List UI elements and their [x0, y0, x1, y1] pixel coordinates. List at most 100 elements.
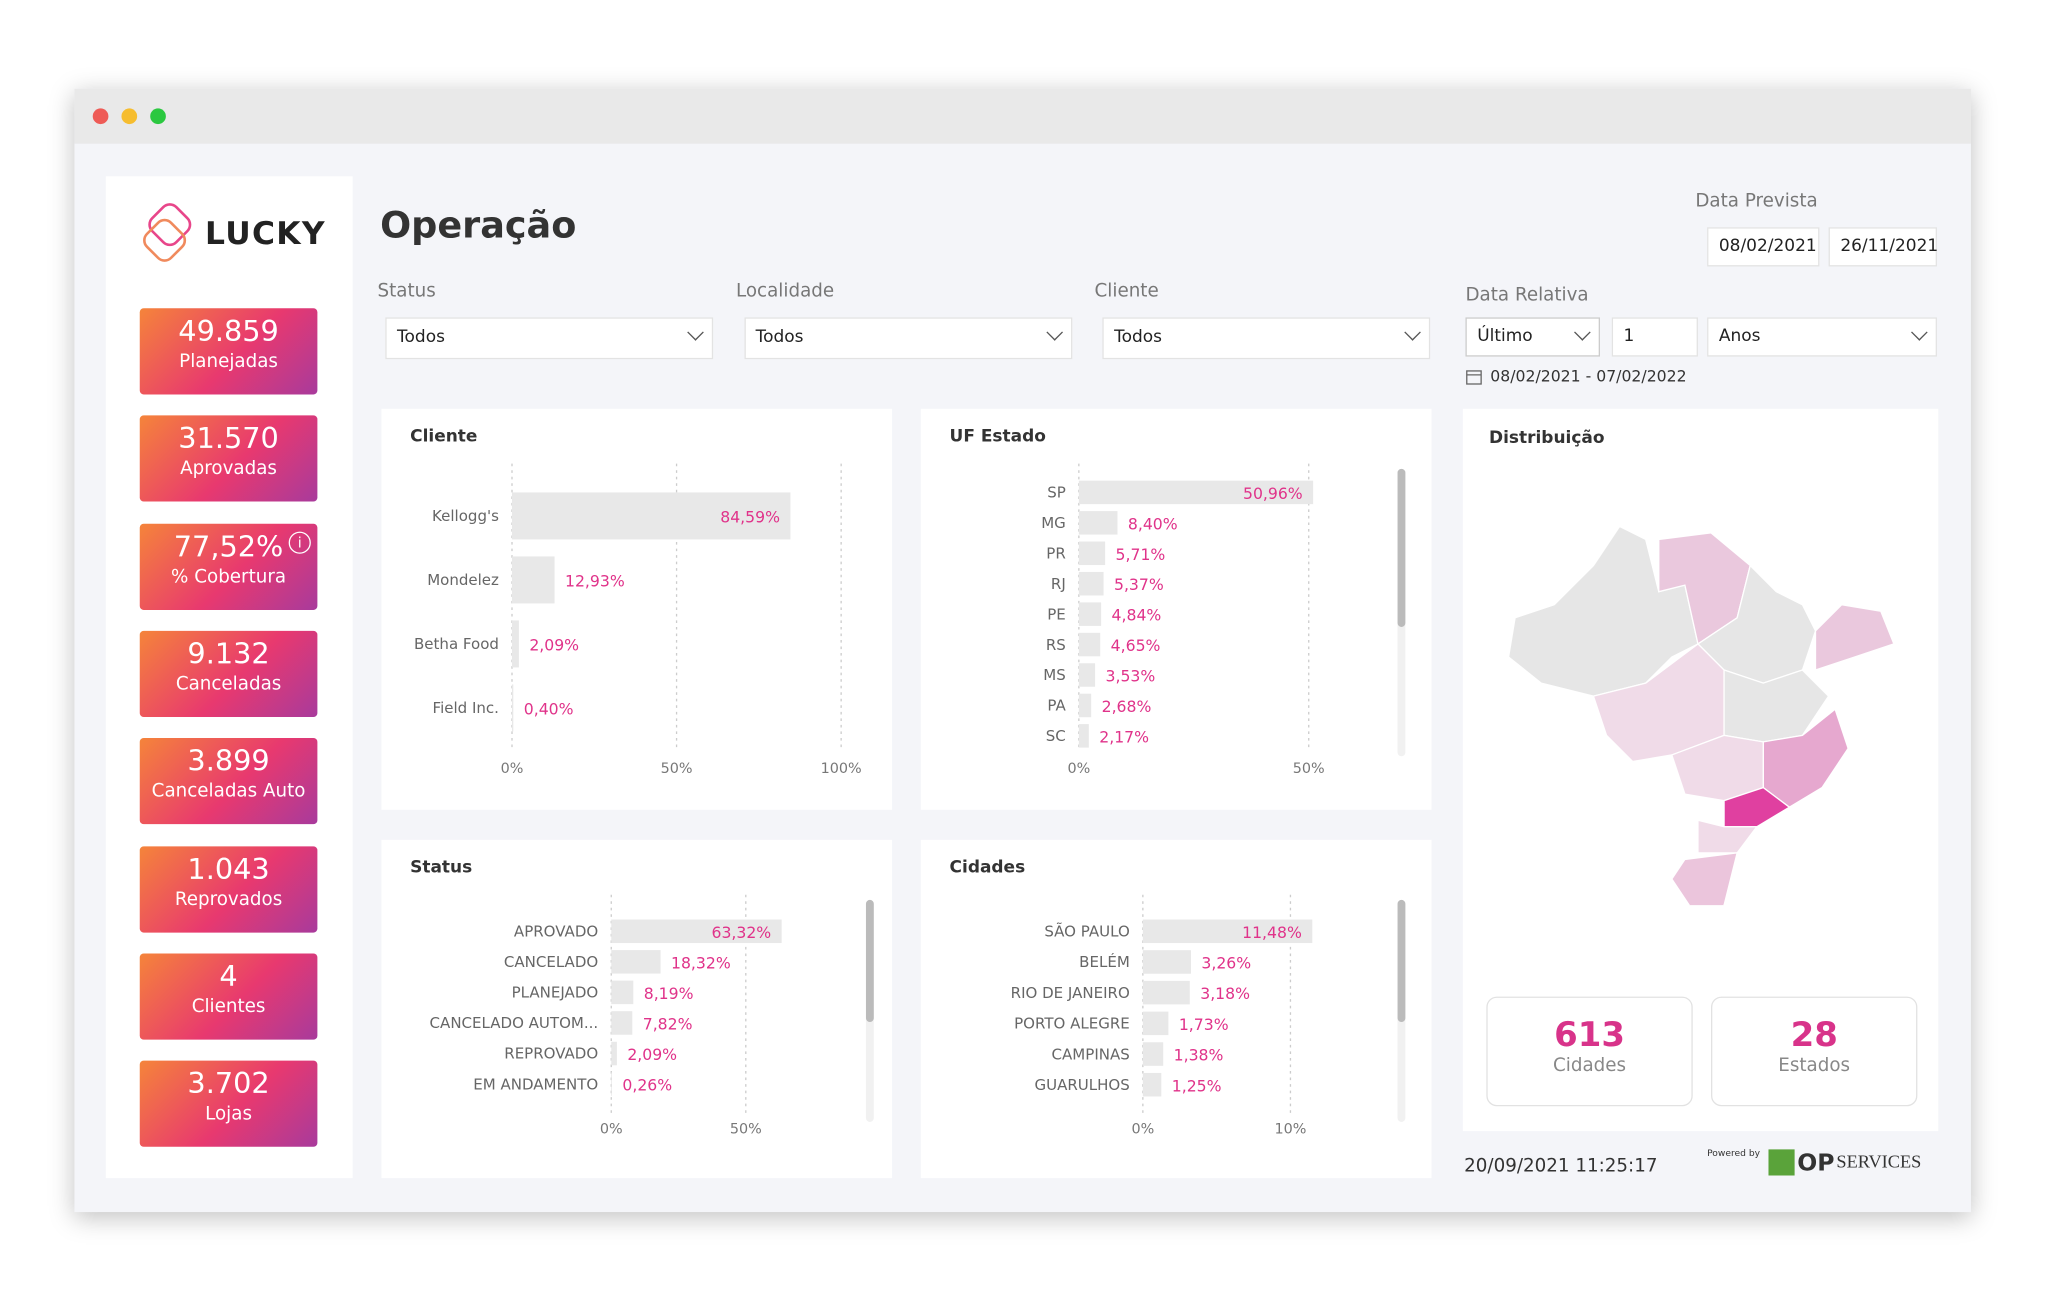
value-label: 0,40% [524, 699, 574, 718]
value-label: 8,19% [644, 984, 694, 1003]
kpi-card: 77,52%% Cobertura i [139, 523, 318, 610]
bar [1142, 950, 1191, 974]
kpi-card: 3.702 Lojas [139, 1060, 318, 1147]
chart-panel: Cidades 0% 10% SÃO PAULO 11,48% BELÉM 3,26% RIO… [920, 839, 1432, 1179]
category-label: SC [1046, 727, 1066, 745]
value-label: 1,73% [1179, 1015, 1229, 1034]
scroll-thumb [1397, 899, 1406, 1023]
bar [1078, 693, 1092, 718]
bar [611, 1072, 612, 1096]
relative-count[interactable]: 1 [1611, 317, 1698, 357]
kpi-value: 3.899 [187, 746, 270, 779]
x-tick-label: 100% [821, 761, 862, 777]
minimize-button[interactable] [121, 108, 138, 125]
chart: Status 0% 50% APROVADO 63,32% CANCELADO 18,32%… [410, 857, 874, 1138]
category-label: RJ [1051, 575, 1066, 593]
kpi-value: 49.859 [178, 316, 279, 349]
chart-panel: Cliente 0% 50% 100% Kellogg's 84,59% Mondelez 1… [381, 408, 893, 810]
value-label: 12,93% [565, 571, 625, 590]
bar [1078, 602, 1102, 626]
chart: Cidades 0% 10% SÃO PAULO 11,48% BELÉM 3,26% RIO… [950, 857, 1406, 1138]
kpi-card: 31.570 Aprovadas [139, 415, 318, 502]
value-label: 7,82% [643, 1014, 693, 1033]
calendar-icon [1466, 370, 1482, 385]
category-label: GUARULHOS [1034, 1076, 1129, 1094]
x-tick-label: 0% [501, 761, 524, 777]
caret [1404, 324, 1421, 341]
chart-title: Cliente [410, 426, 477, 446]
title-bar [74, 88, 1971, 144]
chart-panel: UF Estado 0% 50% SP 50,96% MG 8,40% PR 5,71% RJ 5,… [920, 408, 1432, 810]
x-tick-label: 50% [1293, 761, 1325, 777]
relative-range: 08/02/2021 - 07/02/2022 [1490, 367, 1687, 386]
relative-unit-text: Anos [1718, 326, 1761, 347]
bar [611, 980, 634, 1005]
category-label: RS [1046, 636, 1066, 654]
x-tick-label: 0% [1067, 761, 1090, 777]
category-label: PR [1046, 544, 1066, 562]
value-label: 1,38% [1174, 1046, 1224, 1065]
category-label: Field Inc. [433, 699, 499, 717]
bar [1142, 1072, 1162, 1097]
category-label: REPROVADO [504, 1045, 598, 1063]
date-start[interactable]: 08/02/2021 [1707, 227, 1820, 267]
kpi-value: 9.132 [187, 638, 270, 672]
chart-title: UF Estado [950, 426, 1046, 446]
kpi-label: Reprovados [174, 888, 283, 910]
relative-mode-text: Último [1477, 326, 1533, 347]
value-label: 3,26% [1201, 953, 1251, 972]
value-label: 3,53% [1106, 667, 1156, 686]
kpi-value: 31.570 [178, 423, 279, 457]
maximize-button[interactable] [150, 108, 166, 125]
category-label: SÃO PAULO [1044, 921, 1129, 940]
filter-dropdown[interactable]: Todos [385, 317, 714, 360]
caret [1045, 324, 1063, 341]
kpi-label: Aprovadas [180, 458, 277, 480]
value-label: 18,32% [671, 953, 731, 972]
map-title: Distribuição [1488, 428, 1605, 448]
kpi-value: 77,52% [173, 531, 284, 564]
brand-icon [1768, 1149, 1795, 1176]
states-label: Estados [1778, 1055, 1851, 1077]
bar [1078, 632, 1101, 657]
scroll-thumb [865, 899, 874, 1023]
chart-panel: Status 0% 50% APROVADO 63,32% CANCELADO 18,32%… [381, 839, 893, 1179]
relative-mode[interactable]: Último [1465, 317, 1600, 357]
states-value: 28 [1790, 1016, 1838, 1056]
window: LUCKY 49.859 Planejadas 31.570 Aprovadas 77,… [74, 88, 1971, 1213]
close-button[interactable] [92, 108, 109, 125]
kpi-value: 4 [219, 961, 238, 994]
kpi-card: 1.043 Reprovados [139, 845, 318, 932]
bar [611, 1041, 617, 1066]
category-label: PLANEJADO [512, 984, 599, 1002]
kpi-value: 1.043 [187, 853, 270, 887]
value-label: 2,09% [627, 1045, 677, 1064]
cities-card: 613 Cidades [1486, 996, 1693, 1107]
cities-value: 613 [1554, 1016, 1625, 1056]
category-label: Betha Food [414, 635, 499, 653]
filter-dropdown[interactable]: Todos [1102, 317, 1431, 360]
value-label: 2,17% [1099, 727, 1149, 746]
value-label: 5,71% [1116, 545, 1166, 564]
date-end[interactable]: 26/11/2021 [1828, 227, 1938, 267]
bar [1078, 663, 1096, 687]
bar [1142, 919, 1313, 944]
x-tick-label: 0% [1131, 1122, 1154, 1138]
relative-label: Data Relativa [1465, 284, 1589, 306]
kpi-card: 9.132 Canceladas [139, 630, 318, 717]
value-label: 50,96% [1243, 484, 1303, 503]
value-label: 0,26% [622, 1076, 672, 1095]
relative-unit[interactable]: Anos [1707, 317, 1937, 357]
kpi-card: 3.899 Canceladas Auto [139, 738, 318, 825]
value-label: 2,68% [1102, 697, 1152, 716]
bar [611, 950, 661, 974]
bar [511, 684, 514, 732]
sidebar: LUCKY 49.859 Planejadas 31.570 Aprovadas 77,… [105, 176, 353, 1179]
bar [511, 620, 519, 668]
category-label: CANCELADO [504, 953, 598, 971]
bar [511, 492, 791, 540]
filter-label: Cliente [1094, 280, 1159, 302]
filter-dropdown[interactable]: Todos [743, 317, 1072, 360]
